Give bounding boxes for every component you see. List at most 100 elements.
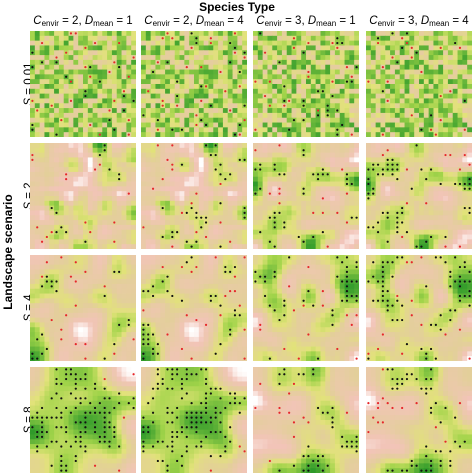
landscape-cell	[83, 157, 89, 163]
occupied-dot	[302, 99, 305, 102]
landscape-cell	[257, 220, 264, 226]
landscape-cell	[447, 205, 454, 211]
landscape-cell	[370, 239, 377, 245]
landscape-cell	[116, 341, 122, 347]
colonised-dot	[195, 114, 198, 117]
landscape-cell	[102, 264, 108, 270]
landscape-cell	[121, 132, 127, 137]
landscape-cell	[78, 244, 84, 249]
landscape-cell	[443, 98, 449, 104]
landscape-cell	[107, 205, 113, 211]
landscape-cell	[54, 79, 60, 85]
landscape-cell	[390, 35, 396, 42]
occupied-dot	[396, 226, 399, 229]
landscape-cell	[131, 215, 136, 221]
landscape-cell	[447, 224, 454, 231]
landscape-cell	[370, 132, 377, 137]
landscape-cell	[218, 229, 224, 235]
landscape-cell	[409, 64, 415, 70]
landscape-cell	[102, 336, 108, 343]
landscape-cell	[296, 31, 302, 37]
landscape-cell	[423, 196, 430, 202]
landscape-cell	[54, 224, 60, 231]
landscape-cell	[58, 234, 65, 240]
landscape-cell	[394, 79, 401, 85]
landscape-cell	[443, 64, 449, 70]
occupied-dot	[302, 104, 305, 107]
landscape-cell	[438, 79, 444, 85]
landscape-cell	[344, 55, 350, 61]
landscape-cell	[111, 283, 118, 290]
landscape-cell	[203, 59, 209, 66]
landscape-cell	[97, 274, 103, 280]
landscape-cell	[272, 45, 278, 51]
colonised-dot	[60, 328, 63, 331]
landscape-cell	[339, 191, 345, 197]
landscape-cell	[165, 50, 171, 56]
landscape-cell	[457, 31, 463, 37]
landscape-cell	[49, 269, 55, 275]
landscape-cell	[366, 186, 372, 192]
landscape-cell	[102, 298, 108, 304]
landscape-cell	[291, 69, 297, 75]
landscape-cell	[131, 293, 136, 299]
landscape-cell	[30, 332, 36, 338]
landscape-cell	[174, 220, 180, 226]
landscape-cell	[169, 283, 176, 290]
landscape-cell	[92, 35, 98, 42]
landscape-cell	[39, 244, 45, 249]
landscape-cell	[145, 244, 152, 249]
landscape-cell	[141, 35, 147, 42]
c-value: = 3,	[394, 15, 421, 27]
landscape-cell	[30, 264, 36, 270]
landscape-cell	[227, 79, 233, 85]
landscape-cell	[184, 59, 190, 66]
landscape-cell	[467, 171, 472, 178]
landscape-cell	[63, 279, 69, 285]
landscape-cell	[131, 117, 136, 123]
landscape-cell	[301, 88, 307, 95]
landscape-cell	[419, 200, 425, 207]
landscape-cell	[291, 191, 297, 197]
landscape-cell	[54, 346, 60, 352]
landscape-cell	[257, 84, 264, 90]
landscape-cell	[310, 127, 317, 133]
landscape-cell	[227, 255, 233, 261]
occupied-dot	[372, 163, 375, 166]
landscape-cell	[457, 50, 463, 56]
landscape-cell	[87, 346, 94, 352]
landscape-cell	[179, 50, 185, 56]
landscape-cell	[49, 45, 55, 51]
landscape-cell	[237, 59, 243, 66]
landscape-cell	[262, 55, 268, 61]
occupied-dot	[204, 123, 208, 127]
landscape-cell	[165, 147, 171, 154]
landscape-cell	[354, 122, 359, 128]
occupied-dot	[254, 192, 257, 195]
landscape-cell	[58, 239, 65, 245]
d-subscript: mean	[316, 19, 337, 28]
landscape-cell	[126, 205, 132, 211]
landscape-cell	[438, 112, 444, 119]
landscape-cell	[375, 215, 381, 221]
landscape-cell	[242, 74, 247, 80]
landscape-cell	[116, 279, 122, 285]
landscape-cell	[155, 181, 161, 187]
landscape-cell	[97, 88, 103, 95]
occupied-dot	[376, 231, 380, 234]
landscape-cell	[237, 40, 243, 46]
landscape-cell	[179, 157, 185, 163]
landscape-cell	[194, 205, 200, 211]
landscape-cell	[111, 200, 118, 207]
landscape-cell	[126, 336, 132, 343]
landscape-cell	[462, 171, 468, 178]
landscape-cell	[44, 50, 50, 56]
colonised-dot	[463, 153, 466, 157]
colonised-dot	[204, 85, 208, 88]
landscape-cell	[83, 50, 89, 56]
colonised-dot	[444, 153, 447, 157]
occupied-dot	[386, 240, 389, 243]
landscape-cell	[419, 45, 425, 51]
landscape-cell	[354, 74, 359, 80]
colonised-dot	[132, 338, 135, 341]
